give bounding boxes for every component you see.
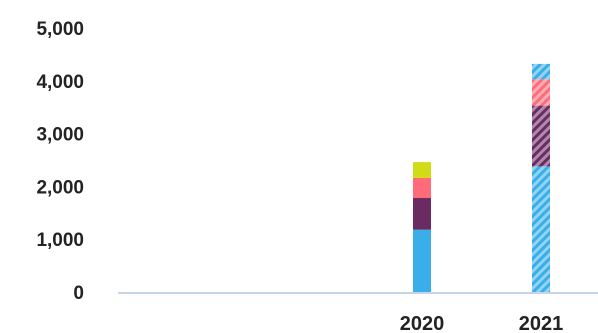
bar-segment-2021-2 bbox=[532, 105, 550, 167]
y-tick-label: 3,000 bbox=[36, 125, 84, 146]
bar-segment-2020-1 bbox=[413, 229, 431, 292]
x-tick-label-2020: 2020 bbox=[400, 313, 445, 333]
x-axis-labels: 2020 2021 bbox=[400, 313, 564, 333]
y-tick-label: 0 bbox=[73, 283, 84, 304]
y-tick-label: 1,000 bbox=[36, 230, 84, 251]
y-tick-label: 4,000 bbox=[36, 72, 84, 93]
bar-segment-2020-4 bbox=[413, 162, 431, 178]
y-axis-ticks: 0 1,000 2,000 3,000 4,000 5,000 bbox=[36, 19, 84, 304]
bar-segment-2021-3 bbox=[532, 79, 550, 106]
x-tick-label-2021: 2021 bbox=[519, 313, 564, 333]
y-tick-label: 2,000 bbox=[36, 177, 84, 198]
bar-segment-2020-2 bbox=[413, 198, 431, 230]
y-tick-label: 5,000 bbox=[36, 19, 84, 40]
bar-segment-2020-3 bbox=[413, 177, 431, 199]
bar-segment-2021-1 bbox=[532, 166, 550, 292]
bars bbox=[413, 63, 550, 292]
bar-segment-2021-4 bbox=[532, 63, 550, 80]
